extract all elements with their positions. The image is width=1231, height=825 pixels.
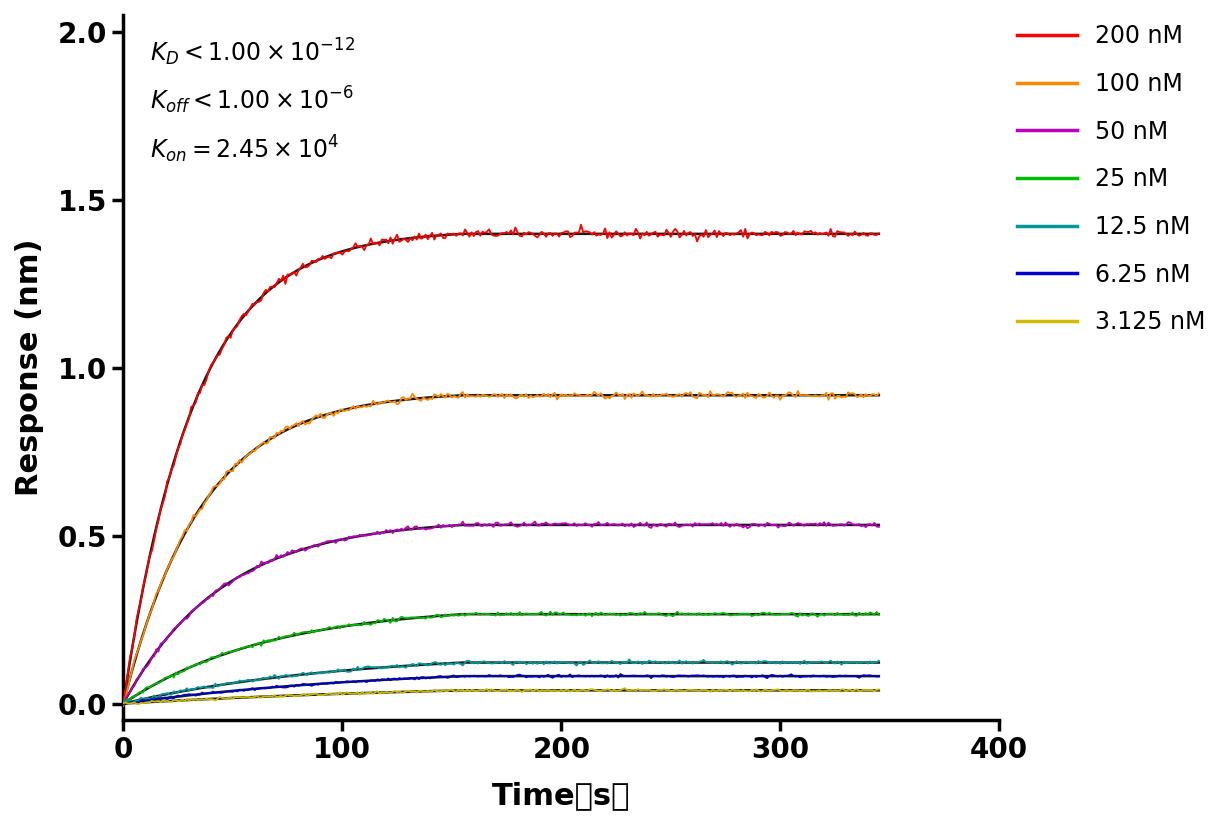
X-axis label: Time（s）: Time（s） <box>492 781 630 810</box>
Legend: 200 nM, 100 nM, 50 nM, 25 nM, 12.5 nM, 6.25 nM, 3.125 nM: 200 nM, 100 nM, 50 nM, 25 nM, 12.5 nM, 6… <box>1008 15 1215 343</box>
Text: $K_D<1.00\times10^{-12}$
$K_{off}<1.00\times10^{-6}$
$K_{on}=2.45\times10^{4}$: $K_D<1.00\times10^{-12}$ $K_{off}<1.00\t… <box>150 36 355 165</box>
Y-axis label: Response (nm): Response (nm) <box>15 239 44 497</box>
